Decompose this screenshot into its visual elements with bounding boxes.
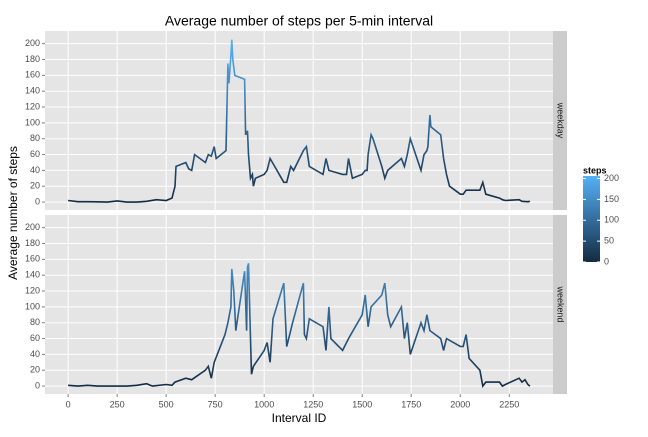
y-tick-label: 0	[35, 196, 40, 206]
y-tick-label: 100	[25, 117, 40, 127]
colorbar	[583, 176, 600, 262]
y-tick-label: 20	[30, 365, 40, 375]
legend-label: 0	[604, 256, 609, 266]
legend-label: 200	[604, 173, 619, 183]
y-tick-label: 80	[30, 317, 40, 327]
y-tick-label: 20	[30, 181, 40, 191]
panel-background	[45, 215, 553, 394]
x-axis-label: Interval ID	[272, 411, 327, 425]
y-axis-label: Average number of steps	[6, 146, 20, 280]
x-tick-label: 1500	[352, 399, 372, 409]
x-tick-label: 1000	[254, 399, 274, 409]
y-tick-label: 180	[25, 238, 40, 248]
y-tick-label: 40	[30, 349, 40, 359]
y-tick-label: 80	[30, 133, 40, 143]
legend-label: 100	[604, 215, 619, 225]
y-tick-label: 40	[30, 165, 40, 175]
y-tick-label: 140	[25, 270, 40, 280]
y-tick-label: 180	[25, 54, 40, 64]
facet-label: weekday	[556, 102, 566, 139]
facet-label: weekend	[556, 285, 566, 322]
y-tick-label: 120	[25, 285, 40, 295]
y-tick-label: 100	[25, 301, 40, 311]
y-tick-label: 60	[30, 149, 40, 159]
x-tick-label: 250	[110, 399, 125, 409]
x-tick-label: 1250	[303, 399, 323, 409]
data-line	[68, 39, 531, 203]
y-tick-label: 140	[25, 86, 40, 96]
y-tick-label: 200	[25, 222, 40, 232]
y-tick-label: 120	[25, 101, 40, 111]
y-tick-label: 160	[25, 254, 40, 264]
y-tick-label: 200	[25, 38, 40, 48]
x-tick-label: 2250	[499, 399, 519, 409]
x-tick-label: 750	[208, 399, 223, 409]
y-tick-label: 0	[35, 380, 40, 390]
y-tick-label: 160	[25, 70, 40, 80]
y-tick-label: 60	[30, 333, 40, 343]
legend-title: steps	[583, 165, 607, 175]
legend-label: 150	[604, 194, 619, 204]
x-tick-label: 0	[66, 399, 71, 409]
legend-label: 50	[604, 236, 614, 246]
x-tick-label: 1750	[401, 399, 421, 409]
chart-title: Average number of steps per 5-min interv…	[165, 13, 433, 29]
x-tick-label: 2000	[450, 399, 470, 409]
facet-strip	[553, 215, 567, 394]
data-line	[68, 263, 531, 389]
x-tick-label: 500	[159, 399, 174, 409]
panel-background	[45, 31, 553, 210]
facet-strip	[553, 31, 567, 210]
